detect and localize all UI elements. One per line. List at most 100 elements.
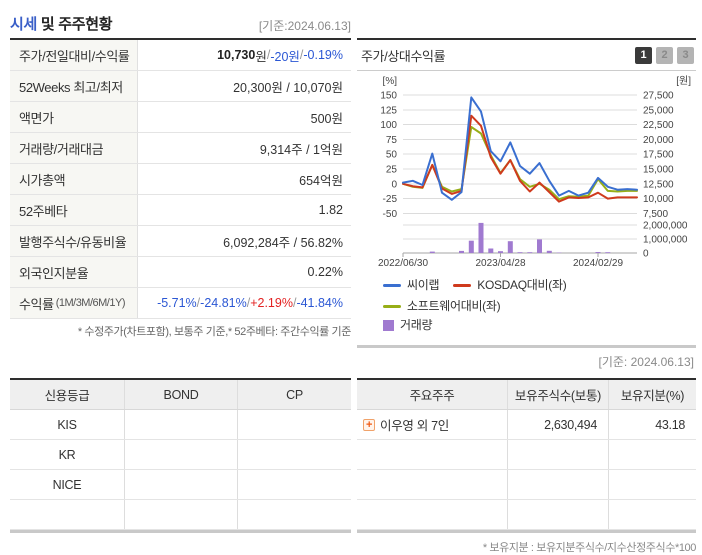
credit-table-row — [10, 500, 351, 530]
holder-stake-cell — [608, 470, 696, 499]
line-swatch-icon — [453, 284, 471, 287]
svg-text:100: 100 — [380, 120, 397, 131]
legend-volume: 거래량 — [383, 316, 696, 337]
svg-text:-25: -25 — [383, 194, 398, 205]
footnote-adjusted-price: * 수정주가(차트포함), 보통주 기준,* 52주베타: 주간수익률 기준 — [10, 323, 351, 339]
svg-text:125: 125 — [380, 105, 397, 116]
svg-text:[원]: [원] — [676, 75, 691, 87]
quote-row-label: 액면가 — [10, 102, 138, 132]
volume-swatch-icon — [383, 320, 394, 331]
svg-text:150: 150 — [380, 91, 397, 102]
svg-text:27,500: 27,500 — [643, 91, 674, 102]
svg-text:2023/04/28: 2023/04/28 — [475, 258, 525, 269]
holders-header-cell: 보유주식수(보통) — [507, 380, 608, 409]
credit-cell: KR — [10, 440, 124, 469]
chart-page-button-1[interactable]: 1 — [635, 47, 652, 64]
quote-row-label: 시가총액 — [10, 164, 138, 194]
svg-text:50: 50 — [386, 150, 398, 161]
footnote-holding-ratio: * 보유지분 : 보유지분주식수/지수산정주식수*100 — [357, 539, 696, 555]
quote-row-value: 654억원 — [138, 164, 351, 194]
svg-text:10,000: 10,000 — [643, 194, 674, 205]
svg-text:20,000: 20,000 — [643, 135, 674, 146]
svg-text:25,000: 25,000 — [643, 105, 674, 116]
credit-table-row: KIS — [10, 410, 351, 440]
svg-text:12,500: 12,500 — [643, 179, 674, 190]
quote-row: 수익률 (1M/3M/6M/1Y)-5.71%/ -24.81%/ +2.19%… — [10, 288, 351, 319]
credit-cell — [124, 440, 237, 469]
svg-text:15,000: 15,000 — [643, 165, 674, 176]
value-part: -5.71% — [157, 296, 197, 310]
expand-plus-icon[interactable]: + — [363, 419, 375, 431]
svg-text:22,500: 22,500 — [643, 120, 674, 131]
credit-table-row: NICE — [10, 470, 351, 500]
chart-page-button-2[interactable]: 2 — [656, 47, 673, 64]
date-ref-chart: [기준: 2024.06.13] — [357, 348, 696, 370]
value-part: 6,092,284주 / 56.82% — [223, 232, 343, 251]
svg-text:2024/02/29: 2024/02/29 — [573, 258, 623, 269]
credit-header-cell: BOND — [124, 380, 237, 409]
legend-item-씨이랩: 씨이랩 — [383, 276, 439, 295]
quote-row-label: 거래량/거래대금 — [10, 133, 138, 163]
value-part: 원 — [255, 46, 267, 65]
value-part: 654억원 — [299, 170, 343, 189]
quote-row: 52주베타 1.82 — [10, 195, 351, 226]
holder-name-cell: +이우영 외 7인 — [357, 410, 507, 439]
svg-text:7,500: 7,500 — [643, 209, 668, 220]
quote-row-label: 52주베타 — [10, 195, 138, 225]
holder-stake-cell: 43.18 — [608, 410, 696, 439]
credit-cell: NICE — [10, 470, 124, 499]
value-part: -0.19% — [303, 48, 343, 62]
legend-label: 소프트웨어대비(좌) — [407, 297, 500, 316]
chart-panel-title: 주가/상대수익률 — [361, 46, 445, 65]
svg-text:[%]: [%] — [383, 76, 398, 87]
quote-row-value: 0.22% — [138, 257, 351, 287]
credit-cell — [237, 410, 351, 439]
quote-row: 액면가 500원 — [10, 102, 351, 133]
quote-row-label-suffix: (1M/3M/6M/1Y) — [56, 297, 125, 309]
chart-page-button-3[interactable]: 3 — [677, 47, 694, 64]
quote-row-value: 20,300원 / 10,070원 — [138, 71, 351, 101]
page-title: 시세 및 주주현황 — [10, 13, 112, 34]
value-part: 0.22% — [308, 265, 343, 279]
quote-row: 외국인지분율 0.22% — [10, 257, 351, 288]
holder-shares-cell — [507, 470, 608, 499]
holder-shares-cell: 2,630,494 — [507, 410, 608, 439]
value-part: 500원 — [311, 108, 343, 127]
quote-row-label: 외국인지분율 — [10, 257, 138, 287]
svg-text:0: 0 — [391, 179, 397, 190]
credit-table-row: KR — [10, 440, 351, 470]
credit-cell — [124, 410, 237, 439]
holder-shares-cell — [507, 440, 608, 469]
holders-table-row — [357, 470, 696, 500]
quote-row-value: -5.71%/ -24.81%/ +2.19%/ -41.84% — [138, 288, 351, 318]
svg-text:0: 0 — [643, 249, 649, 260]
credit-cell: KIS — [10, 410, 124, 439]
svg-text:2,000,000: 2,000,000 — [643, 221, 688, 232]
value-part: -24.81% — [200, 296, 247, 310]
line-swatch-icon — [383, 305, 401, 308]
quote-row-label: 수익률 (1M/3M/6M/1Y) — [10, 288, 138, 318]
credit-cell — [237, 440, 351, 469]
value-part: -41.84% — [296, 296, 343, 310]
svg-text:-50: -50 — [383, 209, 398, 220]
value-part: 1.82 — [319, 203, 343, 217]
quote-row-label: 52Weeks 최고/최저 — [10, 71, 138, 101]
credit-cell — [237, 470, 351, 499]
holder-name-cell — [357, 440, 507, 469]
quote-row-value: 6,092,284주 / 56.82% — [138, 226, 351, 256]
line-swatch-icon — [383, 284, 401, 287]
